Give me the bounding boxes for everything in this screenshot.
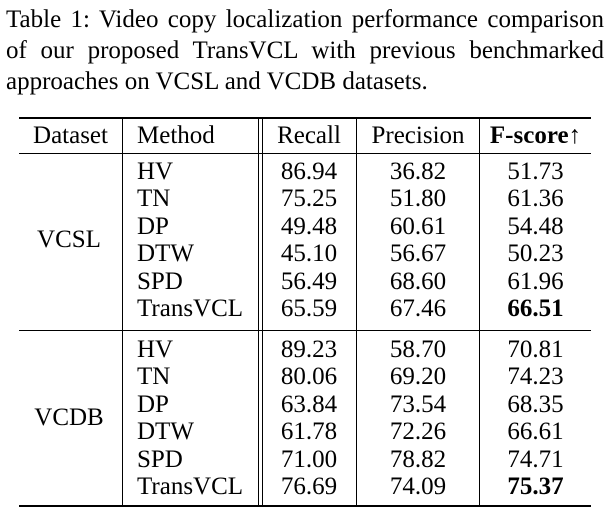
recall-cell: 49.48 [280,212,338,240]
method-cell: SPD [137,267,183,295]
fscore-cell: 66.61 [507,418,564,446]
fscore-cell: 51.73 [507,158,564,185]
recall-cell: 76.69 [280,473,338,500]
recall-cell: 45.10 [280,240,338,268]
method-cell: TransVCL [137,295,244,322]
bottom-rule [19,505,591,507]
vline-recall-precision [356,119,357,505]
precision-cell: 69.20 [389,363,447,391]
table-caption: Table 1: Video copy localization perform… [6,6,604,95]
fscore-cell: 61.96 [507,267,564,295]
fscore-cell: 75.37 [507,473,564,500]
method-cell: HV [137,336,174,363]
recall-cell: 89.23 [280,336,338,363]
method-cell: TN [137,363,171,391]
fscore-cell: 54.48 [507,212,564,240]
recall-cell: 65.59 [280,295,338,322]
precision-cell: 78.82 [389,445,447,473]
precision-cell: 60.61 [389,212,447,240]
fscore-cell: 61.36 [507,185,564,213]
method-cell: DTW [137,240,194,268]
precision-cell: 58.70 [389,336,447,363]
recall-cell: 63.84 [280,390,338,418]
fscore-cell: 74.23 [507,363,564,391]
top-rule [19,117,591,119]
vline-precision-fscore [479,119,480,505]
recall-cell: 56.49 [280,267,338,295]
method-cell: DTW [137,418,194,446]
group-divider-rule [19,330,591,331]
recall-cell: 61.78 [280,418,338,446]
vline-method-recall-a [258,119,259,505]
header-rule [19,153,591,154]
recall-cell: 80.06 [280,363,338,391]
recall-cell: 75.25 [280,185,338,213]
fscore-cell: 50.23 [507,240,564,268]
method-cell: TransVCL [137,473,244,500]
precision-cell: 68.60 [389,267,447,295]
precision-cell: 73.54 [389,390,447,418]
header-method: Method [137,122,215,149]
precision-cell: 51.80 [389,185,447,213]
precision-cell: 74.09 [389,473,447,500]
vline-method-recall-b [262,119,263,505]
fscore-cell: 70.81 [507,336,564,363]
method-cell: DP [137,212,169,240]
header-recall: Recall [277,122,341,149]
method-cell: DP [137,390,169,418]
method-cell: HV [137,158,174,185]
method-cell: TN [137,185,171,213]
fscore-cell: 66.51 [507,295,564,322]
fscore-cell: 74.71 [507,445,564,473]
dataset-label: VCSL [37,226,101,254]
header-dataset: Dataset [33,122,108,149]
precision-cell: 56.67 [389,240,447,268]
header-precision: Precision [371,122,465,149]
fscore-cell: 68.35 [507,390,564,418]
vline-dataset-method [122,119,123,505]
precision-cell: 67.46 [389,295,447,322]
method-cell: SPD [137,445,183,473]
recall-cell: 71.00 [280,445,338,473]
recall-cell: 86.94 [280,158,338,185]
precision-cell: 36.82 [389,158,447,185]
dataset-label: VCDB [34,404,104,432]
header-fscore: F-score↑ [489,122,582,149]
precision-cell: 72.26 [389,418,447,446]
